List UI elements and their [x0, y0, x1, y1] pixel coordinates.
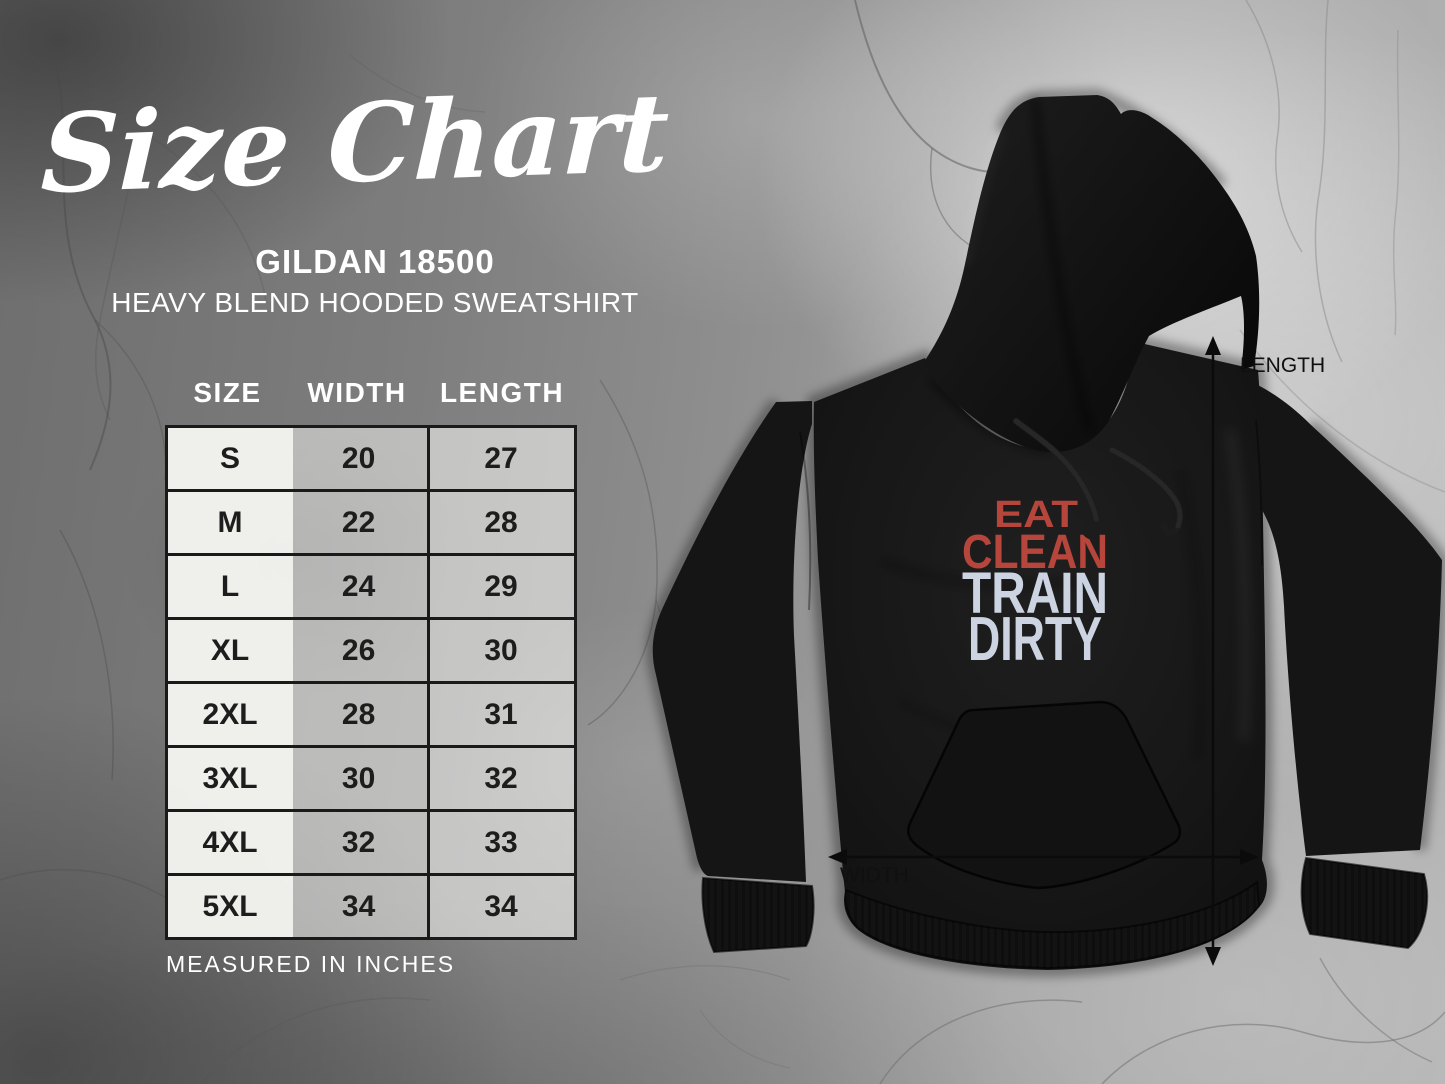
chest-print: EAT CLEAN TRAIN DIRTY	[962, 494, 1108, 674]
cell-length: 32	[484, 761, 518, 795]
left-sleeve	[652, 401, 812, 882]
cell-size: 2XL	[202, 697, 258, 731]
length-arrow: LENGTH	[1205, 336, 1325, 966]
hood-fold-crease	[1031, 98, 1094, 433]
right-cuff	[1300, 856, 1429, 950]
print-line-eat: EAT	[994, 494, 1078, 536]
size-table-rows: S 20 27 M 22 28 L 24 29 XL 26 30 2XL 28	[168, 428, 574, 937]
table-row: 2XL 28 31	[168, 684, 574, 748]
cell-size: 5XL	[202, 889, 258, 923]
column-header-width: WIDTH	[307, 377, 407, 408]
hoodie-hood	[924, 95, 1260, 453]
cell-width: 22	[341, 505, 376, 539]
width-arrow: WIDTH	[828, 849, 1259, 887]
arrow-right-icon	[1240, 849, 1259, 865]
cell-width: 24	[341, 569, 376, 603]
left-cuff	[701, 876, 815, 954]
table-row: XL 26 30	[168, 620, 574, 684]
cell-length: 31	[484, 697, 518, 731]
table-row: M 22 28	[168, 492, 574, 556]
right-sleeve	[1146, 352, 1442, 856]
seam-lines	[799, 419, 1263, 611]
print-line-dirty: DIRTY	[968, 605, 1102, 674]
product-name: HEAVY BLEND HOODED SWEATSHIRT	[111, 287, 639, 318]
cell-width: 28	[341, 697, 376, 731]
cell-width: 20	[341, 441, 376, 475]
length-label: LENGTH	[1240, 354, 1325, 377]
cell-size: 3XL	[202, 761, 258, 795]
width-label: WIDTH	[840, 864, 909, 887]
cell-size: 4XL	[202, 825, 258, 859]
cell-width: 34	[341, 889, 376, 923]
product-code: GILDAN 18500	[255, 243, 495, 280]
cell-length: 33	[484, 825, 518, 859]
cell-size: L	[220, 569, 240, 603]
arrow-up-icon	[1205, 336, 1221, 355]
cell-length: 34	[484, 889, 518, 923]
measurement-note: MEASURED IN INCHES	[166, 951, 456, 977]
arrow-down-icon	[1205, 947, 1221, 966]
column-header-size: SIZE	[193, 377, 262, 408]
kangaroo-pocket	[907, 700, 1182, 890]
cell-width: 30	[341, 761, 376, 795]
table-row: L 24 29	[168, 556, 574, 620]
cell-size: XL	[210, 633, 250, 667]
cell-size: M	[217, 505, 243, 539]
cell-size: S	[220, 441, 241, 475]
cell-length: 30	[484, 633, 518, 667]
size-table: S 20 27 M 22 28 L 24 29 XL 26 30 2XL 28	[165, 425, 577, 940]
table-row: 5XL 34 34	[168, 876, 574, 937]
arrow-left-icon	[828, 849, 847, 865]
cell-length: 28	[484, 505, 518, 539]
cell-length: 27	[484, 441, 518, 475]
print-line-train: TRAIN	[962, 561, 1108, 626]
cell-width: 26	[341, 633, 376, 667]
table-row: 4XL 32 33	[168, 812, 574, 876]
hem-ribbing	[844, 880, 1261, 970]
column-header-length: LENGTH	[439, 377, 565, 408]
drawstrings	[1012, 417, 1184, 540]
table-row: S 20 27	[168, 428, 574, 492]
cell-width: 32	[341, 825, 376, 859]
hood-edge-highlight	[962, 129, 1004, 265]
table-row: 3XL 30 32	[168, 748, 574, 812]
cell-length: 29	[484, 569, 518, 603]
